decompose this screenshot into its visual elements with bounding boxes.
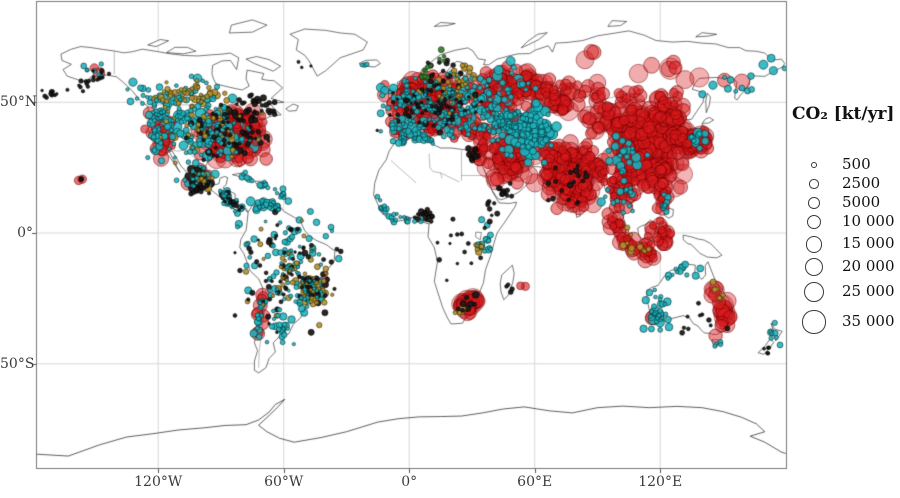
legend-bubble-icon (808, 197, 820, 209)
x-tick-label: 60°E (517, 474, 553, 490)
legend-bubble-icon (804, 257, 824, 277)
y-tick-label: 0° (17, 225, 33, 241)
legend-bubble-icon (811, 162, 817, 168)
legend-bubble-icon (806, 214, 822, 230)
legend-title: CO₂ [kt/yr] (792, 104, 895, 124)
legend-value-label: 35 000 (842, 312, 895, 330)
x-tick-label: 60°W (264, 474, 304, 490)
legend-value-label: 500 (842, 155, 871, 173)
legend-value-label: 20 000 (842, 257, 895, 275)
x-tick-label: 120°W (134, 474, 183, 490)
legend-value-label: 2500 (842, 174, 881, 192)
legend-bubble-icon (803, 281, 825, 303)
legend-bubble-icon (805, 235, 823, 253)
legend-value-label: 5000 (842, 193, 881, 211)
y-tick-label: 50°N (0, 94, 38, 111)
y-tick-label: 50°S (0, 355, 35, 372)
legend-bubble-icon (809, 179, 819, 189)
x-tick-label: 120°E (638, 474, 683, 490)
legend-value-label: 25 000 (842, 282, 895, 300)
legend-value-label: 15 000 (842, 234, 895, 252)
legend-bubble-icon (802, 310, 826, 334)
size-legend: CO₂ [kt/yr] 500 2500 5000 10 000 15 000 20 00… (792, 104, 900, 334)
x-tick-label: 0° (401, 474, 418, 490)
legend-value-label: 10 000 (842, 212, 895, 230)
